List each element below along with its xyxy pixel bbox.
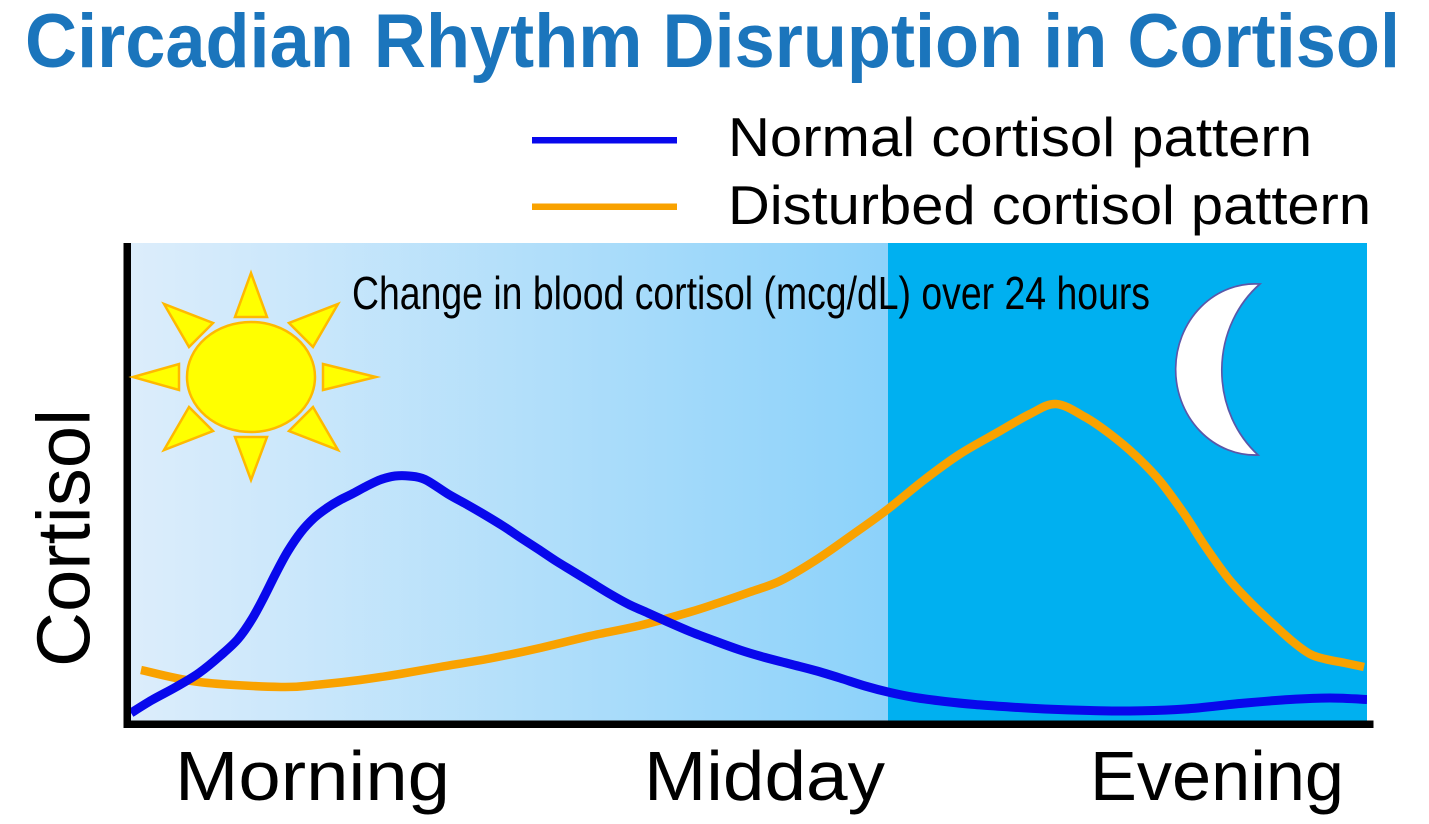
svg-text:Disturbed cortisol pattern: Disturbed cortisol pattern — [728, 174, 1371, 236]
svg-text:Change in blood cortisol (mcg/: Change in blood cortisol (mcg/dL) over 2… — [352, 267, 1150, 319]
svg-text:Morning: Morning — [175, 737, 450, 815]
svg-text:Circadian Rhythm Disruption in: Circadian Rhythm Disruption in Cortisol — [25, 0, 1400, 84]
svg-text:Midday: Midday — [644, 737, 885, 815]
svg-text:Cortisol: Cortisol — [22, 409, 106, 667]
svg-text:Evening: Evening — [1090, 737, 1344, 815]
svg-text:Normal cortisol pattern: Normal cortisol pattern — [728, 106, 1312, 168]
